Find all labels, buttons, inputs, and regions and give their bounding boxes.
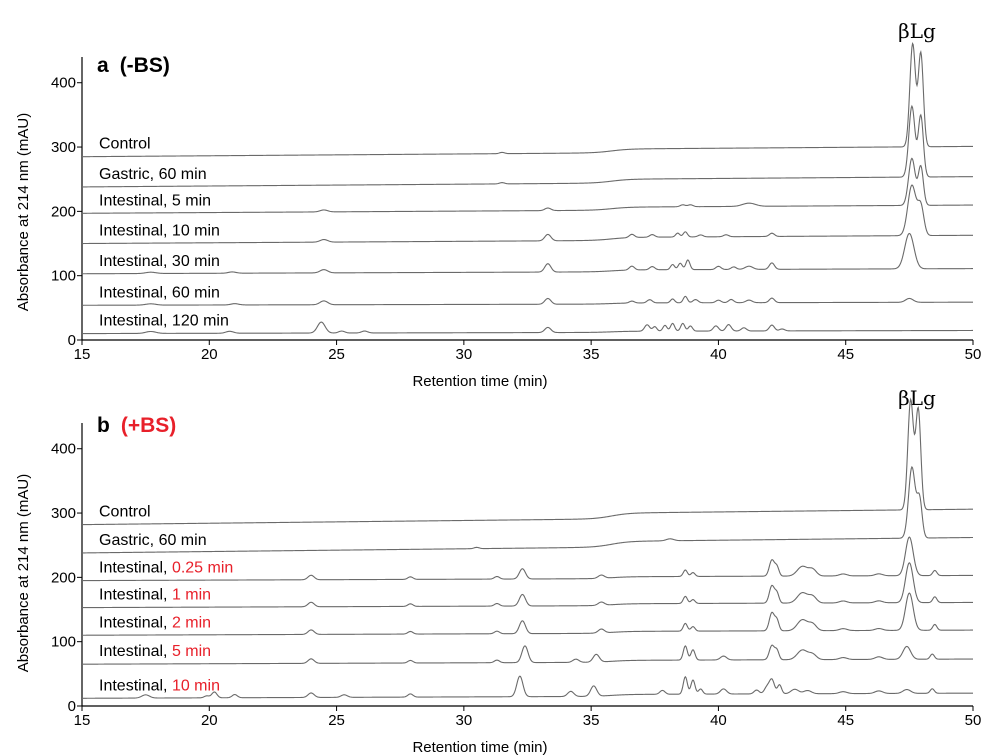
- panel-a-trace-3: [82, 184, 973, 245]
- panel-b-y-tick-label: 200: [51, 569, 76, 586]
- panel-a-trace-label-2: Intestinal, 5 min: [99, 192, 211, 209]
- panel-a-trace-0: [82, 42, 974, 158]
- panel-a-trace-label-4: Intestinal, 30 min: [99, 253, 220, 270]
- panel-a-peak-label: βLg: [898, 19, 936, 43]
- panel-a-x-tick-label: 30: [456, 346, 473, 363]
- panel-a-letter: a: [97, 54, 109, 77]
- panel-b-y-tick-label: 300: [51, 505, 76, 522]
- panel-a-condition: (-BS): [120, 54, 170, 77]
- panel-a-y-tick-label: 0: [68, 332, 76, 349]
- panel-b-peak-label: βLg: [898, 386, 936, 410]
- panel-b-y-tick-label: 100: [51, 634, 76, 651]
- panel-a-x-tick-label: 40: [710, 346, 727, 363]
- panel-b-condition: (+BS): [121, 414, 176, 437]
- panel-b-y-tick-label: 0: [68, 698, 76, 715]
- panel-a-title: a (-BS): [97, 54, 170, 77]
- panel-b-title: b (+BS): [97, 414, 176, 437]
- panel-a-trace-2: [82, 157, 973, 214]
- panel-b-trace-0: [82, 397, 973, 526]
- panel-a-y-tick-label: 200: [51, 203, 76, 220]
- panel-a-trace-1: [82, 104, 974, 188]
- panel-b-x-tick-label: 30: [456, 712, 473, 729]
- panel-b-x-axis-title: Retention time (min): [412, 739, 547, 756]
- panel-a-x-tick-label: 50: [965, 346, 982, 363]
- panel-b-trace-label-4: Intestinal, 2 min: [99, 614, 211, 631]
- panel-b-x-tick-label: 40: [710, 712, 727, 729]
- panel-a-y-tick-label: 100: [51, 268, 76, 285]
- panel-a-y-tick-label: 400: [51, 75, 76, 92]
- panel-b-x-tick-label: 35: [583, 712, 600, 729]
- panel-b-trace-label-5: Intestinal, 5 min: [99, 643, 211, 660]
- panel-b-y-axis-title: Absorbance at 214 nm (mAU): [15, 474, 32, 672]
- panel-a-y-axis-title: Absorbance at 214 nm (mAU): [15, 113, 32, 311]
- panel-a-x-tick-label: 45: [837, 346, 854, 363]
- panel-a-trace-label-3: Intestinal, 10 min: [99, 223, 220, 240]
- panel-a-trace-label-6: Intestinal, 120 min: [99, 313, 229, 330]
- panel-a-x-tick-label: 20: [201, 346, 218, 363]
- panel-a-trace-5: [82, 295, 973, 306]
- panel-a-chart: a (-BS) βLg Retention time (min) Absorban…: [15, 19, 981, 390]
- panel-b-y-tick-label: 400: [51, 441, 76, 458]
- panel-b-letter: b: [97, 414, 110, 437]
- panel-a-trace-4: [82, 232, 973, 275]
- panel-a-trace-label-0: Control: [99, 136, 151, 153]
- panel-a-y-tick-label: 300: [51, 139, 76, 156]
- panel-b-trace-label-6: Intestinal, 10 min: [99, 677, 220, 694]
- panel-a-x-tick-label: 15: [74, 346, 91, 363]
- panel-b-trace-6: [82, 675, 973, 699]
- panel-a-x-tick-label: 35: [583, 346, 600, 363]
- panel-b-x-tick-label: 20: [201, 712, 218, 729]
- panel-b-trace-label-1: Gastric, 60 min: [99, 532, 207, 549]
- panel-b-trace-5: [82, 644, 973, 665]
- panel-b-trace-label-2: Intestinal, 0.25 min: [99, 560, 233, 577]
- panel-b-x-tick-label: 50: [965, 712, 982, 729]
- panel-b-trace-4: [82, 592, 974, 636]
- panel-b-x-tick-label: 25: [328, 712, 345, 729]
- panel-a-x-tick-label: 25: [328, 346, 345, 363]
- panel-a-x-axis-title: Retention time (min): [412, 373, 547, 390]
- panel-b-x-tick-label: 45: [837, 712, 854, 729]
- panel-b-trace-label-3: Intestinal, 1 min: [99, 587, 211, 604]
- panel-a-trace-label-5: Intestinal, 60 min: [99, 284, 220, 301]
- panel-b-trace-1: [82, 465, 973, 554]
- panel-b-trace-2: [82, 536, 974, 582]
- panel-a-trace-6: [82, 321, 973, 335]
- panel-a-trace-label-1: Gastric, 60 min: [99, 166, 207, 183]
- panel-b-x-tick-label: 15: [74, 712, 91, 729]
- panel-b-chart: b (+BS) βLg Retention time (min) Absorban…: [15, 386, 981, 756]
- panel-b-trace-label-0: Control: [99, 504, 151, 521]
- panel-b-trace-3: [82, 562, 973, 609]
